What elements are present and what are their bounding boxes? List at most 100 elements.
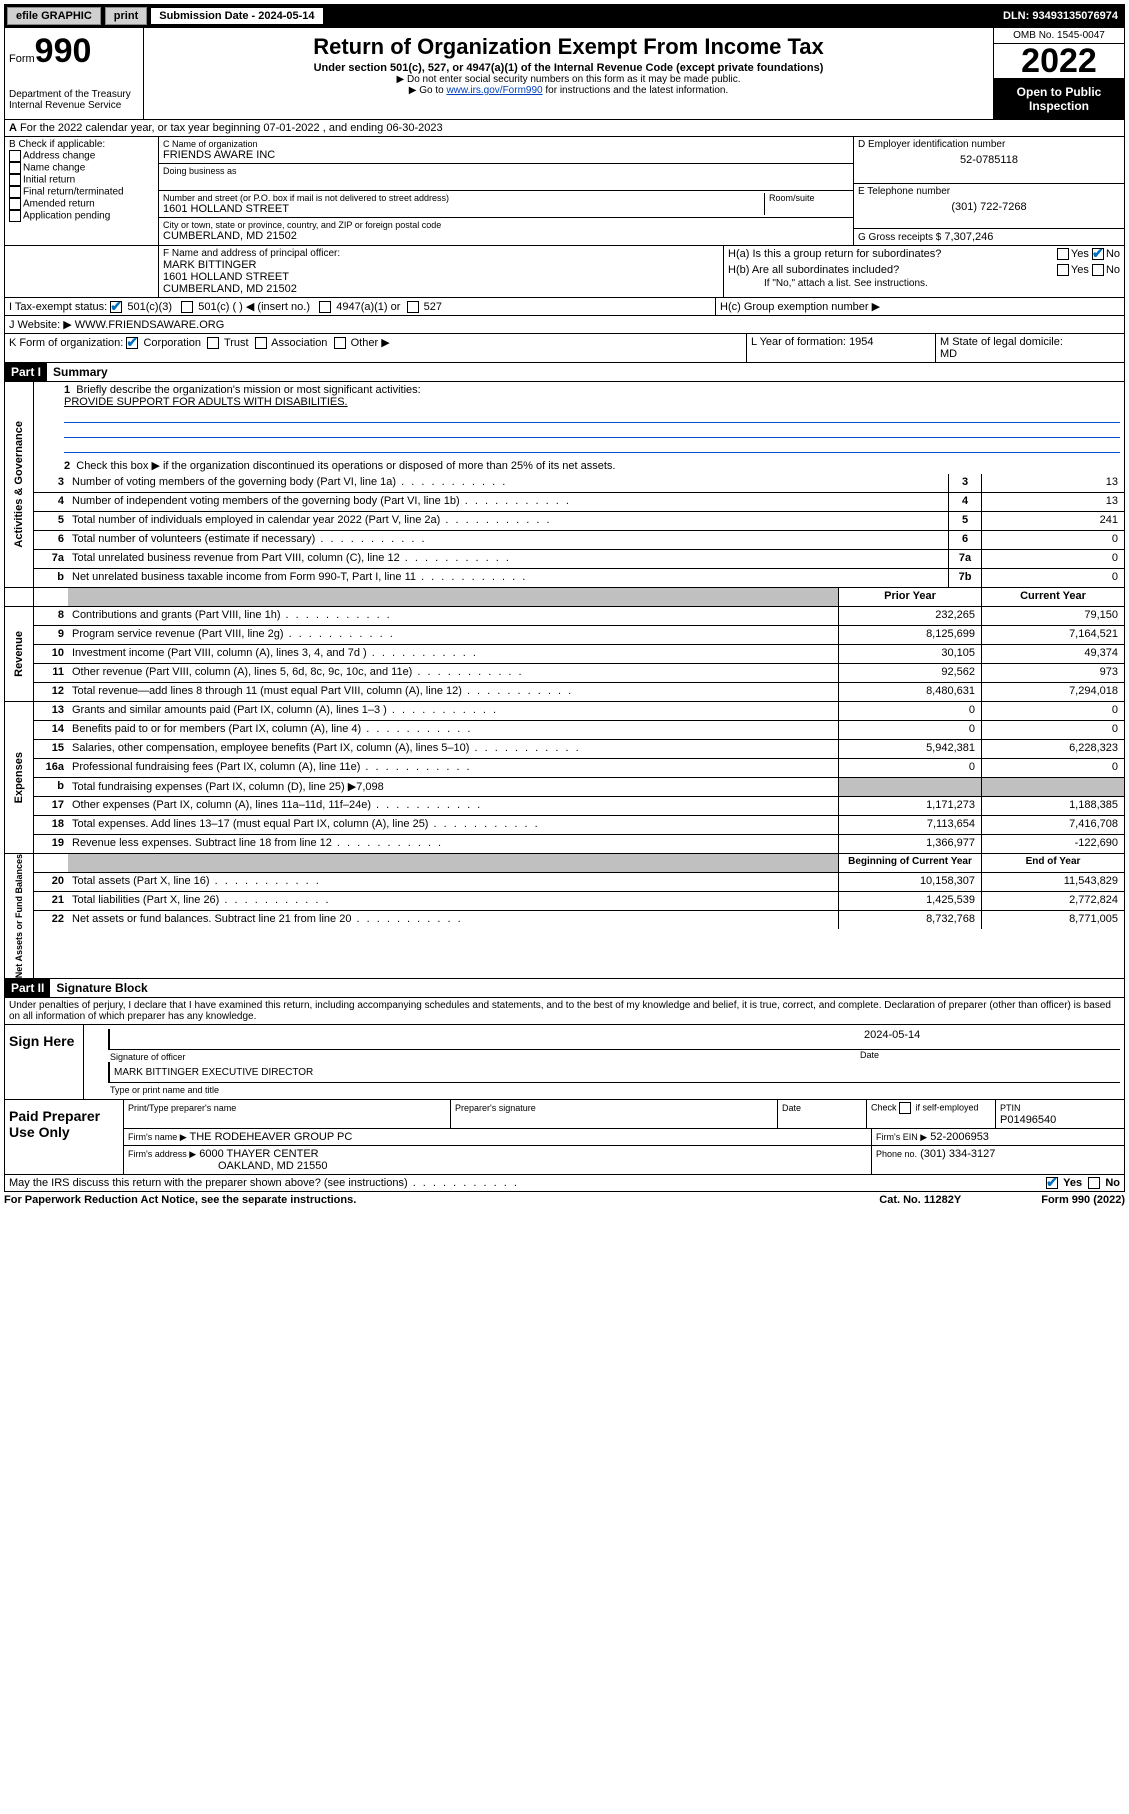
officer-addr2: CUMBERLAND, MD 21502 (163, 283, 719, 295)
submission-date: Submission Date - 2024-05-14 (151, 8, 322, 24)
c-name-label: C Name of organization (163, 139, 849, 149)
note-ssn: ▶ Do not enter social security numbers o… (152, 74, 985, 85)
note2-pre: ▶ Go to (409, 85, 447, 96)
tax-year-range: For the 2022 calendar year, or tax year … (20, 122, 443, 134)
hb-yes-checkbox[interactable] (1057, 264, 1069, 276)
b-heading: B Check if applicable: (9, 139, 154, 150)
checkbox-name-change[interactable] (9, 162, 21, 174)
section-h: H(a) Is this a group return for subordin… (724, 246, 1124, 297)
form-990: 990 (35, 32, 92, 70)
block-j: J Website: ▶ WWW.FRIENDSAWARE.ORG (4, 316, 1125, 334)
checkbox-initial-return[interactable] (9, 174, 21, 186)
street-address: 1601 HOLLAND STREET (163, 203, 764, 215)
c-dba: Doing business as (159, 164, 853, 191)
begin-year-head: Beginning of Current Year (838, 854, 981, 872)
section-a: A For the 2022 calendar year, or tax yea… (4, 120, 1125, 137)
dept-treasury: Department of the Treasury (9, 89, 139, 100)
line-3: 3Number of voting members of the governi… (34, 474, 1124, 493)
spacer-b2 (5, 246, 159, 297)
paperwork-notice: For Paperwork Reduction Act Notice, see … (4, 1194, 879, 1206)
line-16a: 16aProfessional fundraising fees (Part I… (34, 759, 1124, 778)
expenses-block: Expenses 13Grants and similar amounts pa… (4, 702, 1125, 854)
discuss-no-checkbox[interactable] (1088, 1177, 1100, 1189)
prep-sig-label: Preparer's signature (455, 1103, 536, 1113)
line-b: bNet unrelated business taxable income f… (34, 569, 1124, 587)
discuss-label: May the IRS discuss this return with the… (9, 1177, 1046, 1189)
open-inspection: Open to Public Inspection (994, 79, 1124, 119)
addr-label: Number and street (or P.O. box if mail i… (163, 193, 764, 203)
firm-phone: (301) 334-3127 (920, 1148, 995, 1160)
netassets-block: Net Assets or Fund Balances Beginning of… (4, 854, 1125, 979)
ha-label: H(a) Is this a group return for subordin… (728, 248, 1057, 260)
checkbox-app-pending[interactable] (9, 210, 21, 222)
officer-addr1: 1601 HOLLAND STREET (163, 271, 719, 283)
line-22: 22Net assets or fund balances. Subtract … (34, 911, 1124, 929)
firm-name-label: Firm's name ▶ (128, 1132, 187, 1142)
sign-here-label: Sign Here (5, 1025, 84, 1099)
line-17: 17Other expenses (Part IX, column (A), l… (34, 797, 1124, 816)
sig-officer-caption: Signature of officer (110, 1052, 860, 1062)
i-501c-checkbox[interactable] (181, 301, 193, 313)
part2-bar: Part II Signature Block (4, 979, 1125, 998)
i-527-checkbox[interactable] (407, 301, 419, 313)
ha-yes-checkbox[interactable] (1057, 248, 1069, 260)
e-label: E Telephone number (858, 186, 1120, 197)
discuss-yes-checkbox[interactable] (1046, 1177, 1058, 1189)
note-link: ▶ Go to www.irs.gov/Form990 for instruct… (152, 85, 985, 96)
section-g: G Gross receipts $ 7,307,246 (854, 229, 1124, 245)
checkbox-amended[interactable] (9, 198, 21, 210)
b-item-4: Amended return (9, 198, 154, 210)
top-bar: efile GRAPHIC print Submission Date - 20… (4, 4, 1125, 28)
line-21: 21Total liabilities (Part X, line 26)1,4… (34, 892, 1124, 911)
ptin: P01496540 (1000, 1114, 1056, 1126)
header-right: OMB No. 1545-0047 2022 Open to Public In… (993, 28, 1124, 119)
f-label: F Name and address of principal officer: (163, 248, 719, 259)
hb-no-checkbox[interactable] (1092, 264, 1104, 276)
i-4947-checkbox[interactable] (319, 301, 331, 313)
tax-year: 2022 (994, 44, 1124, 79)
line-20: 20Total assets (Part X, line 16)10,158,3… (34, 873, 1124, 892)
m-label: M State of legal domicile: (940, 336, 1063, 348)
check-if-label: Check (871, 1103, 899, 1113)
b-item-2: Initial return (9, 174, 154, 186)
part1-header: Part I (5, 363, 47, 381)
paid-preparer-label: Paid Preparer Use Only (5, 1100, 124, 1174)
print-button[interactable]: print (105, 7, 147, 25)
c-address-row: Number and street (or P.O. box if mail i… (159, 191, 853, 218)
k-other-checkbox[interactable] (334, 337, 346, 349)
officer-caption: Type or print name and title (110, 1085, 1120, 1095)
header-mid: Return of Organization Exempt From Incom… (144, 28, 993, 119)
firm-addr2: OAKLAND, MD 21550 (218, 1160, 327, 1172)
block-klm: K Form of organization: Corporation Trus… (4, 334, 1125, 363)
phone: (301) 722-7268 (858, 197, 1120, 213)
colhead-row: Prior Year Current Year (4, 588, 1125, 607)
ha-no-checkbox[interactable] (1092, 248, 1104, 260)
checkbox-address-change[interactable] (9, 150, 21, 162)
ein: 52-0785118 (858, 150, 1120, 166)
g-label: G Gross receipts $ (858, 232, 941, 243)
city-state-zip: CUMBERLAND, MD 21502 (163, 230, 849, 242)
i-501c3-checkbox[interactable] (110, 301, 122, 313)
form-number: Form990 (9, 32, 139, 71)
checkbox-final-return[interactable] (9, 186, 21, 198)
efile-button[interactable]: efile GRAPHIC (7, 7, 101, 25)
firm-addr-label: Firm's address ▶ (128, 1149, 196, 1159)
form-ref: Form 990 (2022) (1041, 1194, 1125, 1206)
cat-no: Cat. No. 11282Y (879, 1194, 961, 1206)
mission-label: Briefly describe the organization's miss… (76, 384, 420, 396)
k-label: K Form of organization: (9, 337, 123, 349)
officer-signed: MARK BITTINGER EXECUTIVE DIRECTOR (114, 1067, 313, 1078)
k-trust-checkbox[interactable] (207, 337, 219, 349)
note2-post: for instructions and the latest informat… (543, 85, 729, 96)
year-formation: 1954 (849, 336, 873, 348)
self-employed-checkbox[interactable] (899, 1102, 911, 1114)
k-assoc-checkbox[interactable] (255, 337, 267, 349)
vert-activities: Activities & Governance (5, 382, 34, 587)
firm-phone-label: Phone no. (876, 1149, 917, 1159)
section-f: F Name and address of principal officer:… (159, 246, 724, 297)
irs-link[interactable]: www.irs.gov/Form990 (446, 85, 542, 96)
org-name: FRIENDS AWARE INC (163, 149, 849, 161)
paid-preparer-block: Paid Preparer Use Only Print/Type prepar… (4, 1100, 1125, 1175)
hc-label: H(c) Group exemption number ▶ (720, 301, 880, 313)
k-corp-checkbox[interactable] (126, 337, 138, 349)
